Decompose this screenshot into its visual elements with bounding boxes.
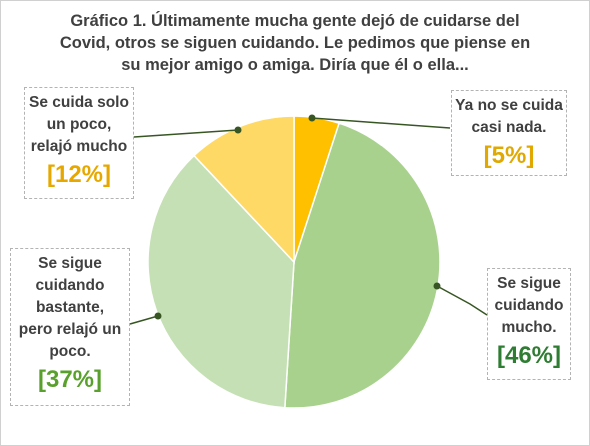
data-label-cuida-solo-un-poco-line-1: Se cuida solo xyxy=(29,94,129,111)
data-label-ya-no-se-cuida-line-2: casi nada. xyxy=(471,119,547,136)
leader-line-sigue-cuidando-mucho-dot xyxy=(433,282,441,290)
data-label-cuida-solo-un-poco-line-3: relajó mucho xyxy=(30,138,128,155)
data-label-cuida-solo-un-poco-percent: [12%] xyxy=(46,161,112,188)
leader-line-sigue-cuidando-mucho xyxy=(436,285,488,316)
chart-title-line-1: Gráfico 1. Últimamente mucha gente dejó … xyxy=(70,12,520,30)
leader-line-sigue-cuidando-bastante-dot xyxy=(154,312,162,320)
leader-line-ya-no-se-cuida-dot xyxy=(308,114,316,122)
data-label-ya-no-se-cuida-line-1: Ya no se cuida xyxy=(455,97,563,114)
data-label-cuida-solo-un-poco: Se cuida solo un poco, relajó mucho [12%… xyxy=(24,87,134,199)
data-label-sigue-cuidando-bastante: Se sigue cuidando bastante, pero relajó … xyxy=(10,248,130,406)
chart-title: Gráfico 1. Últimamente mucha gente dejó … xyxy=(40,10,550,76)
data-label-sigue-cuidando-mucho-line-1: Se sigue xyxy=(497,275,561,292)
leader-line-sigue-cuidando-bastante xyxy=(129,315,159,325)
pie-slice-cuida-solo-un-poco xyxy=(192,115,295,264)
leader-line-cuida-solo-un-poco xyxy=(133,129,239,138)
data-label-ya-no-se-cuida-percent: [5%] xyxy=(483,142,535,169)
data-label-sigue-cuidando-bastante-line-4: pero relajó un xyxy=(18,321,122,338)
data-label-sigue-cuidando-bastante-line-2: cuidando xyxy=(35,277,105,294)
leader-line-ya-no-se-cuida xyxy=(311,117,451,129)
data-label-ya-no-se-cuida: Ya no se cuida casi nada. [5%] xyxy=(451,90,567,176)
data-label-sigue-cuidando-bastante-line-3: bastante, xyxy=(35,299,105,316)
data-label-sigue-cuidando-mucho-percent: [46%] xyxy=(496,342,562,369)
chart-title-line-2: Covid, otros se siguen cuidando. Le pedi… xyxy=(59,34,531,52)
leader-line-cuida-solo-un-poco-dot xyxy=(234,126,242,134)
data-label-sigue-cuidando-bastante-percent: [37%] xyxy=(37,366,103,393)
data-label-sigue-cuidando-mucho: Se sigue cuidando mucho. [46%] xyxy=(487,268,571,380)
data-label-sigue-cuidando-mucho-line-3: mucho. xyxy=(501,319,557,336)
data-label-cuida-solo-un-poco-line-2: un poco, xyxy=(46,116,112,133)
data-label-sigue-cuidando-mucho-line-2: cuidando xyxy=(494,297,564,314)
pie-slice-sigue-cuidando-bastante xyxy=(147,154,295,409)
chart-title-line-3: su mejor amigo o amiga. Diría que él o e… xyxy=(121,56,469,74)
data-label-sigue-cuidando-bastante-line-5: poco. xyxy=(49,343,91,360)
data-label-sigue-cuidando-bastante-line-1: Se sigue xyxy=(38,255,102,272)
